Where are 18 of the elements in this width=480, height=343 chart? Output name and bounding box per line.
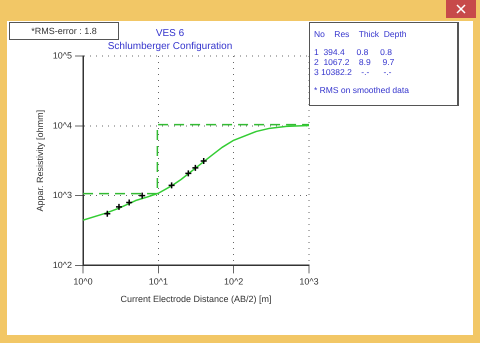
text: * RMS on smoothed data xyxy=(314,85,410,95)
chart-title: VES 6 xyxy=(156,28,185,39)
text: *RMS-error : 1.8 xyxy=(9,22,119,40)
text: 1 394.4 0.8 0.8 xyxy=(314,47,393,57)
x-tick-label: 10^2 xyxy=(224,276,244,286)
y-axis-title: Appar. Resistivity [ohmm] xyxy=(34,110,45,212)
x-tick-label: 10^1 xyxy=(148,276,168,286)
chart-subtitle: Schlumberger Configuration xyxy=(108,40,232,52)
text: No Res Thick Depth xyxy=(314,29,408,39)
y-tick-label: 10^3 xyxy=(52,190,72,200)
x-tick-label: 10^0 xyxy=(73,276,93,286)
y-tick-label: 10^4 xyxy=(52,120,72,130)
x-tick-label: 10^3 xyxy=(299,276,319,286)
y-tick-label: 10^5 xyxy=(52,50,72,60)
x-axis-title: Current Electrode Distance (AB/2) [m] xyxy=(120,294,272,304)
y-tick-label: 10^2 xyxy=(52,260,72,270)
text: 3 10382.2 -.- -.- xyxy=(314,67,392,77)
text: 2 1067.2 8.9 9.7 xyxy=(314,57,396,67)
